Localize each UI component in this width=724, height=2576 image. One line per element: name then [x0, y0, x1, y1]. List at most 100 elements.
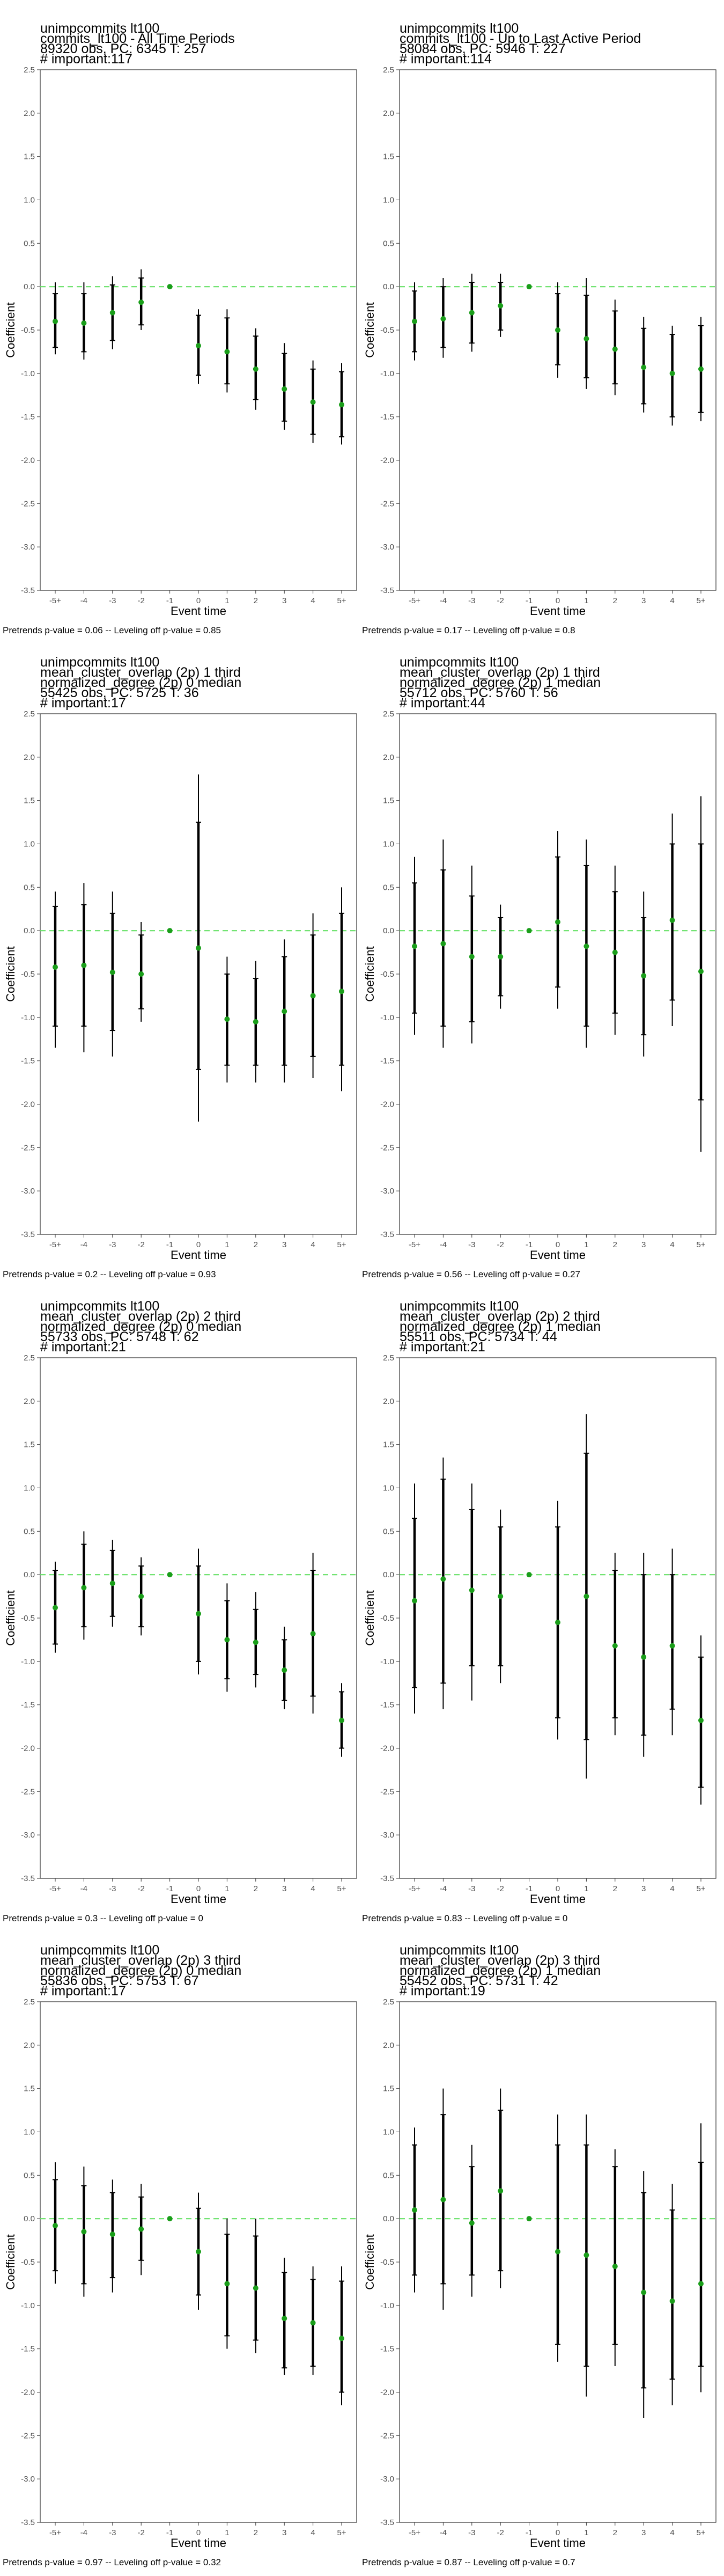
- y-tick-label: -2.5: [380, 499, 394, 508]
- y-tick-label: 1.5: [24, 2084, 35, 2094]
- point--1: [167, 1572, 173, 1578]
- x-tick-label: -3: [109, 1884, 116, 1893]
- point--4: [81, 1585, 87, 1591]
- panel-title-line: 55425 obs, PC: 5725 T: 36: [40, 685, 199, 700]
- y-tick-label: 2.5: [383, 65, 394, 75]
- panel-title-line: normalized_degree (2p) 1 median: [400, 675, 601, 690]
- point-2: [612, 1643, 618, 1649]
- point--2: [498, 1593, 504, 1599]
- point-2: [253, 2285, 258, 2291]
- x-tick-label: 5+: [337, 1240, 346, 1249]
- point--2: [138, 2226, 144, 2232]
- y-tick-label: -1.5: [380, 1701, 394, 1710]
- panel-title-line: # important:21: [400, 1340, 485, 1355]
- x-axis-label: Event time: [171, 1892, 226, 1906]
- panel-title-line: mean_cluster_overlap (2p) 1 third: [40, 665, 241, 680]
- point-4: [669, 370, 675, 376]
- y-tick-label: 2.5: [24, 709, 35, 719]
- y-tick-label: -1.5: [21, 2345, 35, 2354]
- x-tick-label: 2: [613, 596, 617, 605]
- p-value-caption: Pretrends p-value = 0.17 -- Leveling off…: [362, 625, 575, 635]
- y-tick-label: -3.0: [21, 543, 35, 552]
- x-tick-label: -1: [526, 596, 533, 605]
- point-2: [612, 2264, 618, 2270]
- y-tick-label: 2.0: [24, 1397, 35, 1406]
- panel-title-line: 55836 obs, PC: 5753 T: 67: [40, 1973, 199, 1988]
- y-tick-label: -1.5: [21, 413, 35, 422]
- y-tick-label: -1.0: [380, 1013, 394, 1022]
- y-tick-label: 0.5: [24, 2171, 35, 2180]
- point--3: [109, 1580, 115, 1586]
- x-tick-label: 2: [613, 2528, 617, 2537]
- y-tick-label: -0.5: [21, 1614, 35, 1623]
- point-0: [555, 919, 560, 925]
- y-tick-label: 1.5: [24, 152, 35, 162]
- y-tick-label: -1.0: [380, 2301, 394, 2310]
- point--2: [498, 2188, 504, 2194]
- point--1: [526, 1572, 532, 1578]
- x-tick-label: -4: [440, 1240, 447, 1249]
- x-tick-label: -5+: [49, 596, 61, 605]
- panel-title-line: 55452 obs, PC: 5731 T: 42: [400, 1973, 558, 1988]
- x-tick-label: 4: [670, 1240, 674, 1249]
- point--5+: [412, 1598, 417, 1604]
- point-5+: [698, 366, 704, 372]
- p-value-caption: Pretrends p-value = 0.87 -- Leveling off…: [362, 2557, 575, 2567]
- x-tick-label: 2: [254, 2528, 258, 2537]
- point-1: [583, 943, 589, 949]
- p-value-caption: Pretrends p-value = 0.97 -- Leveling off…: [3, 2557, 221, 2567]
- point-3: [641, 364, 647, 370]
- x-tick-label: -4: [80, 1884, 87, 1893]
- y-tick-label: 0.5: [383, 883, 394, 892]
- x-tick-label: 2: [254, 1240, 258, 1249]
- point-4: [310, 993, 316, 999]
- x-tick-label: 4: [311, 1240, 315, 1249]
- y-tick-label: -1.5: [380, 1057, 394, 1066]
- y-tick-label: -3.5: [21, 2518, 35, 2527]
- y-tick-label: -1.0: [21, 369, 35, 378]
- point-4: [310, 399, 316, 405]
- y-tick-label: 1.0: [24, 2128, 35, 2137]
- y-tick-label: 0.5: [24, 239, 35, 248]
- point--1: [167, 2216, 173, 2222]
- point-0: [555, 1620, 560, 1626]
- point--5+: [53, 318, 58, 324]
- point-3: [641, 1654, 647, 1660]
- y-tick-label: 2.5: [24, 65, 35, 75]
- y-tick-label: 2.5: [383, 1353, 394, 1363]
- y-tick-label: 0.0: [24, 1570, 35, 1579]
- panel-title-line: 55733 obs, PC: 5748 T: 62: [40, 1329, 199, 1344]
- y-tick-label: 2.5: [24, 1353, 35, 1363]
- panel-title-line: mean_cluster_overlap (2p) 3 third: [400, 1953, 600, 1968]
- point-1: [224, 2281, 230, 2287]
- y-tick-label: -2.0: [380, 1744, 394, 1753]
- point--5+: [412, 943, 417, 949]
- point--4: [440, 2197, 446, 2202]
- y-tick-label: 1.5: [383, 2084, 394, 2094]
- x-tick-label: 3: [282, 2528, 286, 2537]
- x-tick-label: -2: [138, 596, 145, 605]
- x-tick-label: -1: [166, 596, 173, 605]
- y-tick-label: 1.5: [24, 796, 35, 806]
- x-tick-label: -4: [80, 2528, 87, 2537]
- y-tick-label: -3.0: [380, 1831, 394, 1840]
- point--4: [81, 2229, 87, 2235]
- x-tick-label: -3: [109, 596, 116, 605]
- y-tick-label: 2.0: [24, 2041, 35, 2050]
- point-3: [641, 2289, 647, 2295]
- y-tick-label: -0.5: [21, 2258, 35, 2267]
- x-tick-label: 0: [556, 1884, 560, 1893]
- x-tick-label: 3: [641, 2528, 646, 2537]
- x-tick-label: -1: [166, 1240, 173, 1249]
- p-value-caption: Pretrends p-value = 0.06 -- Leveling off…: [3, 625, 221, 635]
- x-tick-label: -1: [166, 2528, 173, 2537]
- point-2: [253, 1019, 258, 1024]
- x-tick-label: -4: [440, 1884, 447, 1893]
- panel-title-line: unimpcommits lt100: [400, 21, 519, 36]
- point--1: [167, 284, 173, 290]
- x-tick-label: 0: [556, 1240, 560, 1249]
- point--4: [81, 962, 87, 968]
